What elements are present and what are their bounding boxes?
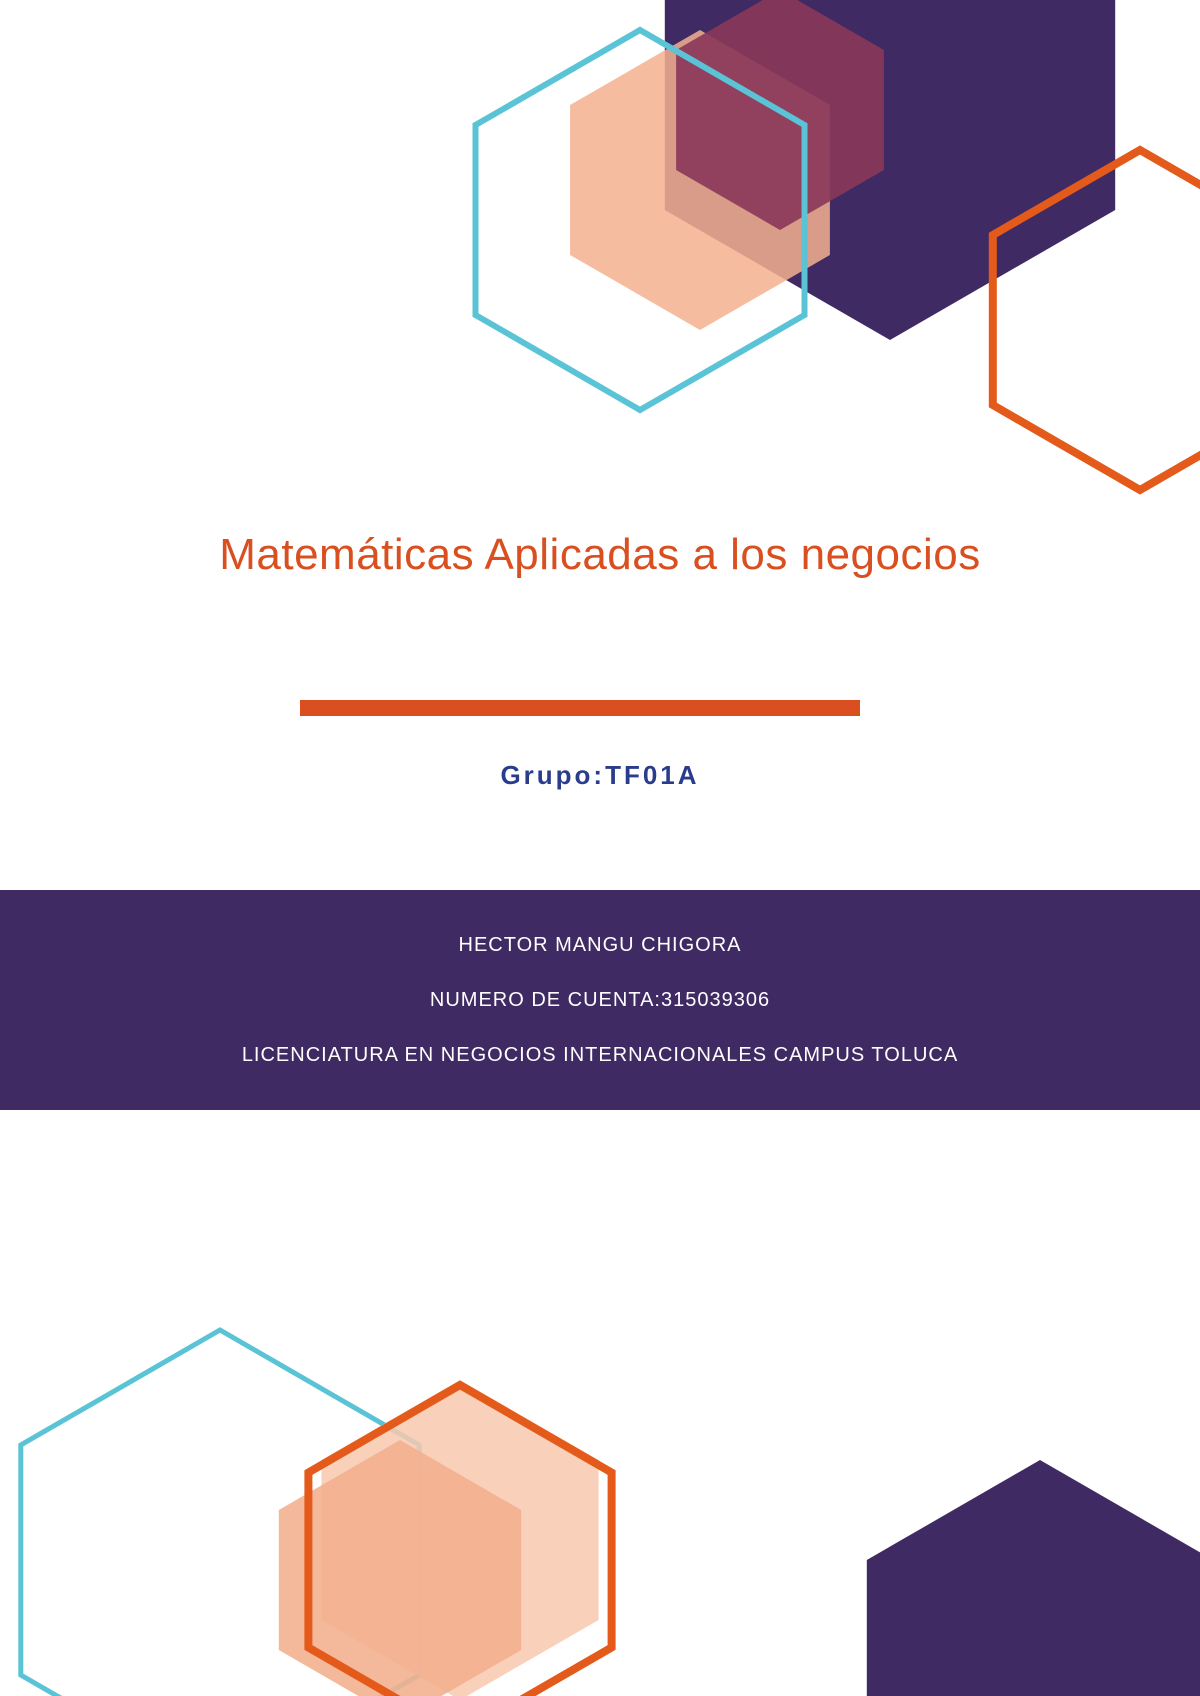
account-number: NUMERO DE CUENTA:315039306 [430, 989, 770, 1012]
page-title: Matemáticas Aplicadas a los negocios [0, 530, 1200, 580]
program-name: LICENCIATURA EN NEGOCIOS INTERNACIONALES… [242, 1044, 958, 1067]
hexagon-decorations [0, 0, 1200, 1696]
group-label: Grupo:TF01A [0, 760, 1200, 791]
info-band: HECTOR MANGU CHIGORA NUMERO DE CUENTA:31… [0, 890, 1200, 1110]
student-name: HECTOR MANGU CHIGORA [459, 934, 742, 957]
title-divider [300, 700, 860, 716]
